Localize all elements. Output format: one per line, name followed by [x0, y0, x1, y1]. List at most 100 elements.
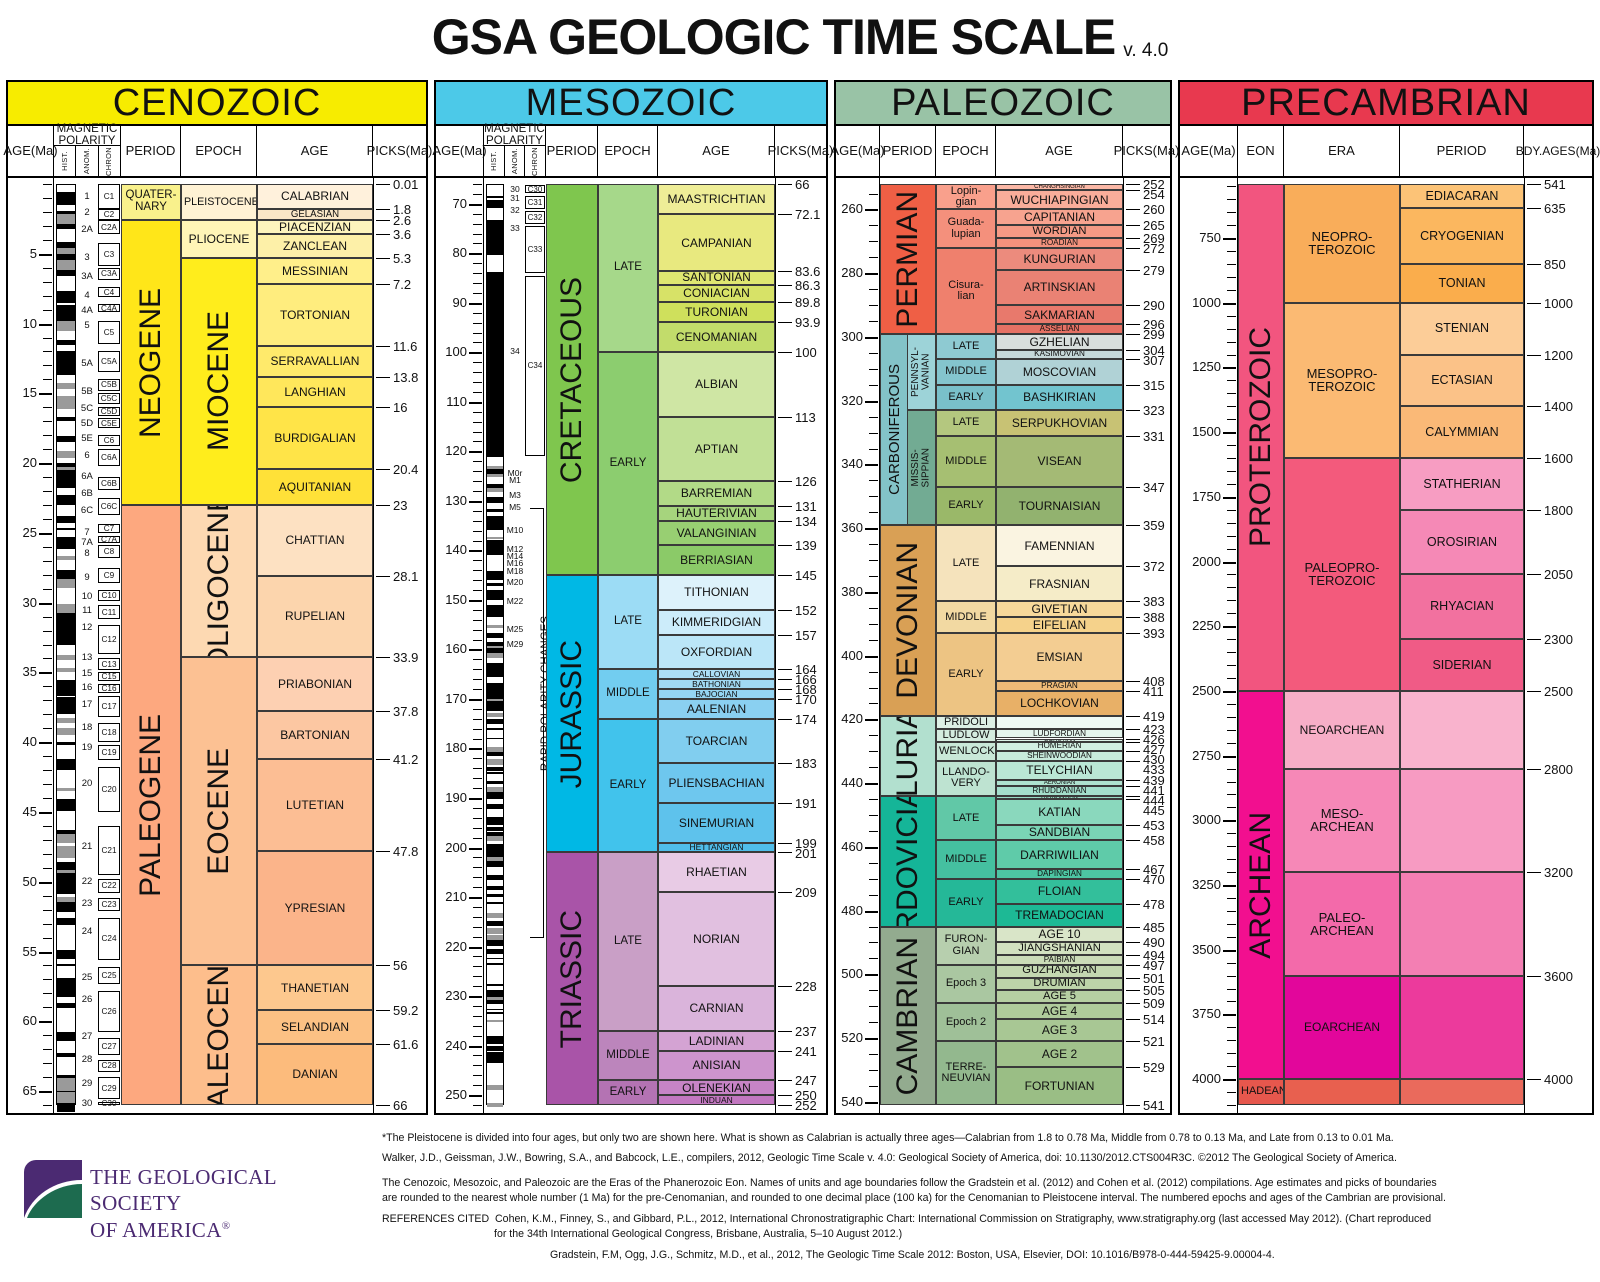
anomaly-label: 4A [81, 304, 93, 316]
axis-tick-minor [43, 1007, 52, 1009]
magnetic-stripe [487, 894, 503, 897]
pick-tick [1527, 768, 1541, 770]
chron-box: C30 [525, 185, 545, 194]
pick-label: 164 [795, 662, 817, 678]
age-cell: ASSELIAN [996, 324, 1123, 334]
anomaly-label: M16 [506, 558, 524, 569]
pick-label: 505 [1143, 983, 1165, 999]
pick-tick [1527, 184, 1541, 185]
anomaly-label: 15 [81, 667, 93, 679]
magnetic-stripe [487, 1045, 503, 1051]
pick-label: 1800 [1544, 502, 1573, 518]
panel-cenozoic: CENOZOIC AGE (Ma) MAGNETIC POLARITY HIST. ANOM… [3, 80, 432, 1115]
age-cell: BURDIGALIAN [257, 407, 373, 469]
age-cell: DAPINGIAN [996, 869, 1123, 879]
axis-tick-minor [43, 491, 52, 492]
anomaly-label: 19 [81, 741, 93, 753]
axis-tick-label: 90 [452, 294, 467, 310]
axis-tick-minor [869, 1085, 878, 1087]
pick-label: 250 [795, 1088, 817, 1104]
axis-tick-minor [869, 544, 878, 546]
pick-label: 494 [1143, 948, 1165, 964]
axis-tick-major [1223, 949, 1236, 952]
footnote-citation: Walker, J.D., Geissman, J.W., Bowring, S… [382, 1151, 1397, 1164]
epoch-cell: Lopin-gian [936, 184, 996, 210]
eon-cell: ARCHEAN [1238, 690, 1284, 1080]
period-cell-label: ECTASIAN [1431, 373, 1493, 388]
epoch-cell-label: MIDDLE [945, 365, 987, 378]
axis-tick-minor [1227, 639, 1236, 641]
magnetic-stripe [487, 913, 503, 919]
pick-tick [778, 1095, 792, 1097]
axis-tick-minor [869, 671, 878, 673]
period-cell [1400, 975, 1524, 1080]
axis-tick-label: 20 [22, 455, 37, 471]
pick-tick [1126, 964, 1140, 966]
axis-tick-minor [473, 807, 482, 809]
age-cell-label: DANIAN [292, 1067, 338, 1082]
pick-label: 1200 [1544, 347, 1573, 363]
anomaly-label: M5 [509, 502, 521, 513]
magnetic-stripe [57, 803, 75, 811]
epoch-cell: PALEOCENE [181, 965, 257, 1105]
chron-box: C27 [98, 1038, 120, 1055]
pick-label: 850 [1544, 256, 1566, 272]
gsa-logo: THE GEOLOGICAL SOCIETY OF AMERICA® [18, 1152, 368, 1242]
age-cell: CHATTIAN [257, 504, 373, 577]
age-cell: MESSINIAN [257, 257, 373, 285]
axis-tick-major [469, 649, 482, 652]
axis-tick-minor [1227, 768, 1236, 770]
panel-paleozoic: PALEOZOIC AGE (Ma) PERIOD EPOCH AGE PICKS (Ma) 2… [830, 80, 1179, 1115]
axis-tick-minor [869, 416, 878, 418]
anomaly-label: M3 [509, 489, 521, 500]
panel-name-precambrian: PRECAMBRIAN [1241, 81, 1531, 124]
pick-tick [1126, 795, 1140, 797]
age-cell: PRAGIAN [996, 681, 1123, 691]
period-cell-label: CRYOGENIAN [1420, 228, 1504, 243]
period-cell-label: STENIAN [1434, 321, 1490, 336]
pick-label: 529 [1143, 1059, 1165, 1075]
pick-label: 3200 [1544, 865, 1573, 881]
pick-label: 41.2 [393, 751, 419, 767]
pick-label: 307 [1143, 352, 1165, 368]
magnetic-stripe [487, 803, 503, 810]
anomaly-label: 5B [81, 385, 93, 397]
axis-tick-major [39, 672, 52, 675]
magnetic-stripe [57, 257, 75, 260]
pick-tick [778, 718, 792, 720]
chron-box: C13 [98, 658, 120, 670]
pick-label: 323 [1143, 403, 1165, 419]
magnetic-stripe [57, 482, 75, 488]
era-cell-label: PALEOPRO- TEROZOIC [1304, 560, 1380, 589]
axis-tick-major [39, 881, 52, 884]
axis-tick-minor [473, 263, 482, 265]
pick-label: 347 [1143, 479, 1165, 495]
axis-tick-label: 1000 [1192, 294, 1221, 310]
epoch-cell: PLIOCENE [181, 220, 257, 258]
anomaly-label: 26 [81, 994, 93, 1006]
axis-tick-minor [473, 441, 482, 443]
age-cell: SERPUKHOVIAN [996, 410, 1123, 436]
axis-tick-minor [1227, 1027, 1236, 1029]
anomaly-label: 1 [84, 190, 90, 202]
magnetic-stripe [487, 862, 503, 868]
pick-tick [1527, 975, 1541, 977]
column-header-era: ERA [1284, 126, 1400, 176]
axis-tick-minor [43, 267, 52, 269]
age-cell: SINEMURIAN [658, 802, 775, 843]
pick-label: 427 [1143, 741, 1165, 757]
age-cell: KIMMERIDGIAN [658, 609, 775, 635]
magnetic-stripe [57, 902, 75, 912]
axis-tick-minor [43, 421, 52, 423]
magnetic-stripe [57, 242, 75, 248]
age-cell: GUZHANGIAN [996, 964, 1123, 978]
axis-tick-label: 25 [22, 524, 37, 540]
picks-column: 541 635 850 1000 1200 1400 1600 1800 2050 2300 250… [1524, 177, 1592, 1113]
age-cell-label: WUCHIAPINGIAN [1010, 192, 1109, 207]
age-cell: INDUAN [658, 1095, 775, 1105]
axis-tick-major [1223, 1014, 1236, 1017]
age-cell: AERONIAN [996, 779, 1123, 787]
axis-tick-minor [43, 630, 52, 632]
magnetic-stripe [487, 583, 503, 587]
axis-tick-major [865, 273, 878, 276]
